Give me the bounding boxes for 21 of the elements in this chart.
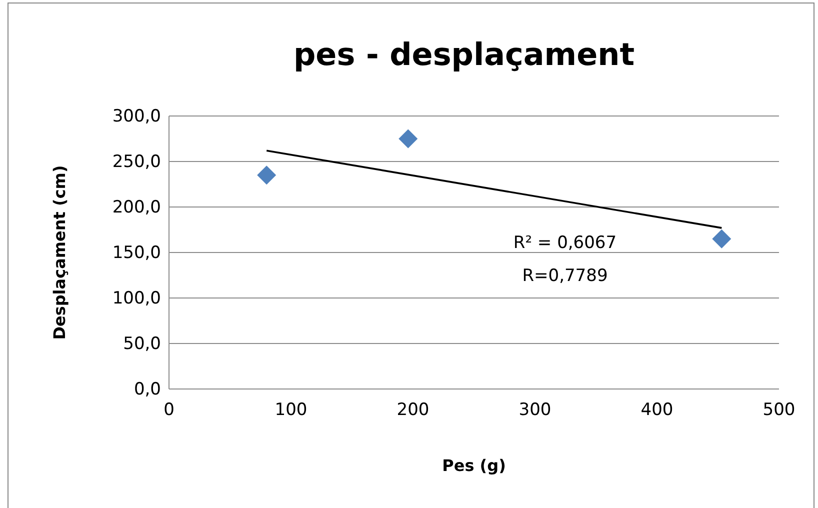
x-tick-label: 300 [518,400,552,420]
x-axis-title: Pes (g) [442,456,506,475]
chart-title: pes - desplaçament [293,37,635,73]
x-tick-label: 0 [164,400,174,420]
y-tick-label: 50,0 [123,334,161,354]
annotation: R² = 0,6067 [513,233,617,253]
x-tick-label: 500 [762,400,796,420]
y-tick-label: 0,0 [134,379,161,400]
point [398,129,418,148]
annotation: R=0,7789 [522,266,608,286]
x-tick-label: 200 [396,400,430,420]
y-tick-label: 100,0 [112,288,161,308]
point [712,229,732,248]
y-tick-label: 200,0 [112,197,161,218]
y-axis-title: Desplaçament (cm) [50,165,69,340]
y-tick-label: 250,0 [112,152,161,172]
y-tick-label: 300,0 [112,106,161,126]
x-tick-label: 100 [274,400,308,420]
x-tick-label: 400 [640,400,674,420]
point [257,166,276,185]
y-tick-label: 150,0 [112,242,161,263]
